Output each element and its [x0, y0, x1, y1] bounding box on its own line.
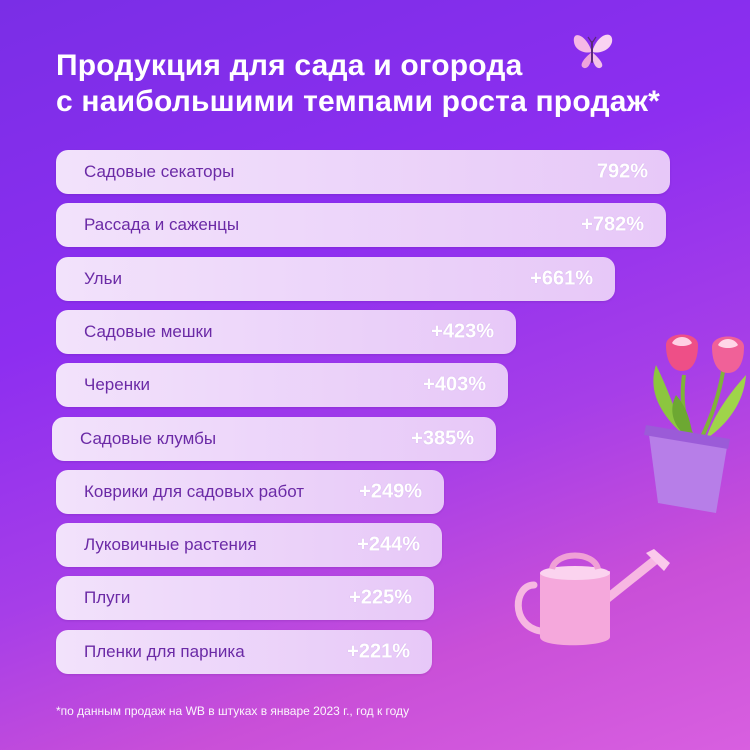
butterfly-icon [573, 34, 613, 69]
bar-2: Рассада и саженцы +782% [56, 203, 666, 247]
bar-label: Садовые мешки [84, 322, 213, 341]
bar-label: Черенки [84, 375, 151, 394]
footnote: *по данным продаж на WB в штуках в январ… [56, 704, 410, 718]
bar-value-label: +782% [581, 213, 644, 236]
watering-can-icon [514, 549, 670, 646]
bar-label: Садовые секаторы [84, 162, 235, 181]
bar-value-label: +661% [530, 267, 593, 290]
bar-label: Пленки для парника [84, 642, 245, 661]
bar-label: Плуги [84, 588, 131, 607]
bar-label: Ульи [84, 269, 122, 288]
page-title: Продукция для сада и огорода с наибольши… [56, 48, 716, 120]
bar-4: Садовые мешки +423% [56, 310, 516, 354]
bar-label: Рассада и саженцы [84, 215, 240, 234]
bar-value-label: 792% [596, 160, 648, 183]
title-line-1: Продукция для сада и огорода [56, 49, 523, 82]
bar-1: Садовые секаторы 792% [56, 150, 670, 194]
bar-value-label: +249% [359, 480, 422, 503]
bar-9: Плуги +225% [56, 576, 434, 620]
bar-7: Коврики для садовых работ +249% [56, 470, 444, 514]
flower-pot-icon [644, 334, 746, 513]
bar-6: Садовые клумбы +385% [52, 417, 496, 461]
bar-label: Садовые клумбы [80, 429, 217, 448]
title-line-2: с наибольшими темпами роста продаж* [56, 85, 660, 118]
bar-value-label: +244% [357, 533, 420, 556]
bar-value-label: +225% [349, 586, 412, 609]
bar-3: Ульи +661% [56, 257, 615, 301]
bar-value-label: +403% [423, 373, 486, 396]
bar-10: Пленки для парника +221% [56, 630, 432, 674]
bar-8: Луковичные растения +244% [56, 523, 442, 567]
bar-value-label: +423% [431, 320, 494, 343]
bar-value-label: +385% [411, 427, 474, 450]
bar-value-label: +221% [347, 640, 410, 663]
bar-label: Коврики для садовых работ [84, 482, 305, 501]
bar-5: Черенки +403% [56, 363, 508, 407]
bar-label: Луковичные растения [84, 535, 257, 554]
